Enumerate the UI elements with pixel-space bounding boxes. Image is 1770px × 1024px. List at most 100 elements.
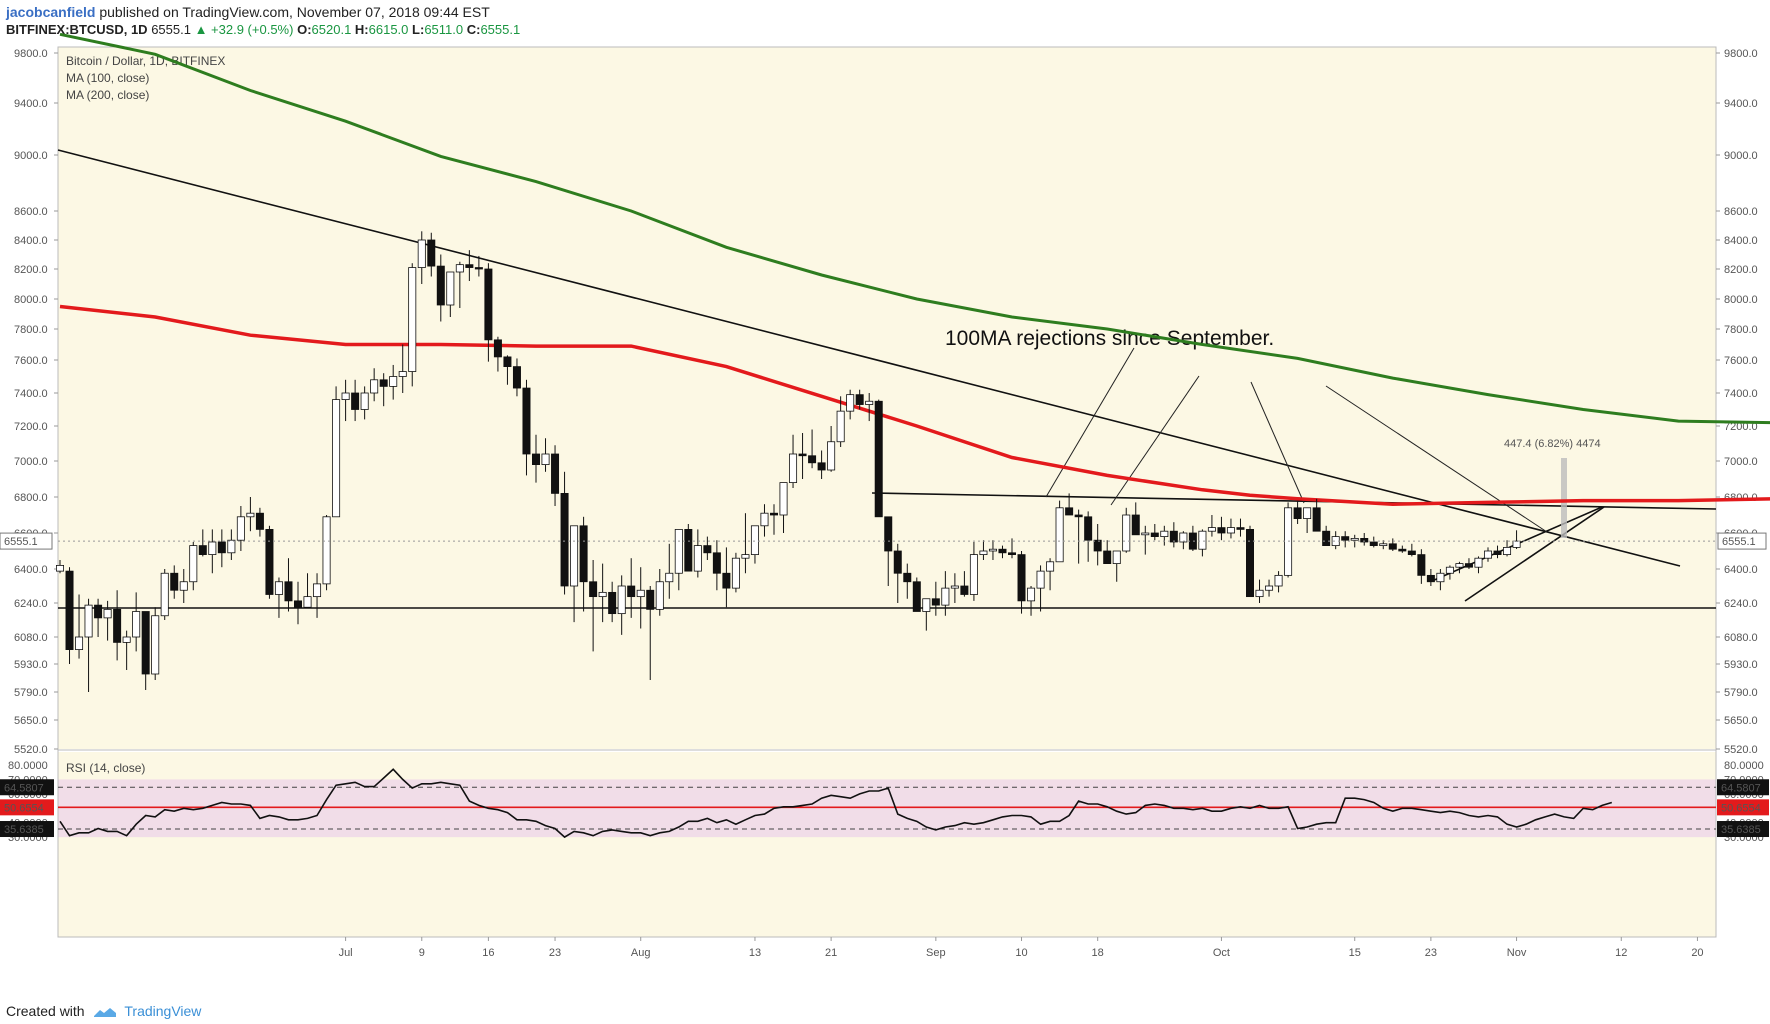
candle-body: [1074, 514, 1083, 518]
candle-body: [646, 589, 655, 610]
y-tick-label-right: 5790.0: [1724, 687, 1758, 699]
y-tick-label-left: 8600.0: [14, 206, 48, 218]
rsi-hline-tag-label: 35.6385: [1721, 824, 1761, 836]
candle-body: [1046, 561, 1055, 572]
rsi-hline-tag-left: [0, 779, 54, 796]
open-value: 6520.1: [311, 22, 352, 37]
candle-body: [255, 512, 264, 530]
candle-body: [1484, 550, 1493, 559]
price-change: ▲ +32.9 (+0.5%): [194, 22, 294, 37]
y-tick-label-left: 6080.0: [14, 632, 48, 644]
candle-body: [303, 596, 312, 608]
candle-body: [750, 525, 759, 555]
y-tick-label-right: 6080.0: [1724, 632, 1758, 644]
candle-body: [94, 604, 103, 619]
candle-body: [827, 441, 836, 471]
candle-body: [950, 585, 959, 589]
close-label: C:: [466, 22, 481, 37]
price-chart[interactable]: 9800.0 9800.0 9400.0 9400.0 9000.0 9000.0 8600…: [0, 0, 1770, 1000]
rsi-tick-label-left: 80.0000: [8, 760, 48, 772]
y-tick-label-left: 6400.0: [14, 564, 48, 576]
y-tick-label-left: 6800.0: [14, 492, 48, 504]
candle-body: [189, 545, 198, 583]
candle-body: [1341, 536, 1350, 541]
candle-body: [1055, 507, 1064, 563]
candle-body: [665, 572, 674, 583]
x-tick-label: 23: [1425, 947, 1437, 959]
last-price: 6555.1: [151, 22, 191, 37]
rsi-hline-tag-label-left: 50.6554: [4, 802, 44, 814]
price-pane-bg: [58, 47, 1716, 749]
candle-body: [313, 583, 322, 598]
candle-body: [722, 572, 731, 589]
candle-body: [503, 356, 512, 367]
ohlc-line: BITFINEX:BTCUSD, 1D 6555.1 ▲ +32.9 (+0.5…: [6, 22, 520, 38]
annotation-arrow: [1110, 375, 1200, 506]
candle-body: [522, 387, 531, 455]
rsi-hline-tag-left: [0, 799, 54, 816]
last-price-tag-label-left: 6555.1: [4, 536, 38, 548]
y-tick-label-right: 8400.0: [1724, 235, 1758, 247]
candle-body: [512, 366, 521, 389]
y-tick-label-right: 7400.0: [1724, 388, 1758, 400]
candle-body: [370, 379, 379, 394]
candle-body: [1322, 530, 1331, 547]
candle-body: [398, 371, 407, 377]
candle-body: [274, 581, 283, 595]
candle-body: [570, 525, 579, 587]
y-tick-label-left: 5790.0: [14, 687, 48, 699]
candle-body: [1131, 514, 1140, 536]
candle-body: [903, 572, 912, 583]
author-link[interactable]: jacobcanfield: [6, 4, 96, 20]
candle-body: [1274, 574, 1283, 587]
x-tick-label: 10: [1015, 947, 1027, 959]
close-value: 6555.1: [480, 22, 521, 37]
candle-body: [1027, 587, 1036, 602]
y-tick-label-right: 7800.0: [1724, 324, 1758, 336]
candle-body: [1503, 547, 1512, 556]
y-tick-label-left: 9000.0: [14, 150, 48, 162]
x-tick-label: 12: [1615, 947, 1627, 959]
candle-body: [1008, 552, 1017, 555]
x-tick-label: Aug: [631, 947, 651, 959]
descending-trendline: [57, 149, 1681, 567]
footer: Created with TradingView: [6, 1003, 201, 1019]
candle-body: [1312, 507, 1321, 532]
candle-body: [731, 557, 740, 589]
tradingview-link[interactable]: TradingView: [124, 1003, 202, 1019]
candle-body: [446, 271, 455, 306]
chart-title: Bitcoin / Dollar, 1D, BITFINEX: [66, 54, 225, 68]
candle-body: [1207, 527, 1216, 532]
candle-body: [1226, 527, 1235, 534]
rising-wedge-upper: [1464, 506, 1605, 602]
candle-body: [179, 581, 188, 591]
candle-body: [893, 550, 902, 574]
candle-body: [1455, 563, 1464, 568]
candle-body: [1398, 548, 1407, 552]
candle-body: [332, 399, 341, 518]
candle-body: [1084, 516, 1093, 541]
y-tick-label-left: 5520.0: [14, 744, 48, 756]
y-tick-label-right: 9000.0: [1724, 150, 1758, 162]
candle-body: [113, 608, 122, 643]
candle-body: [836, 410, 845, 443]
y-tick-label-right: 7200.0: [1724, 421, 1758, 433]
ma100-line: [59, 304, 1770, 506]
y-tick-label-left: 7000.0: [14, 456, 48, 468]
candle-body: [532, 453, 541, 466]
y-tick-label-right: 7000.0: [1724, 456, 1758, 468]
candle-body: [265, 529, 274, 595]
candle-body: [798, 453, 807, 457]
candle-body: [351, 392, 360, 410]
rsi-tick-label-right: 80.0000: [1724, 760, 1764, 772]
candle-body: [979, 550, 988, 555]
last-price-tag-label: 6555.1: [1722, 536, 1756, 548]
x-tick-label: 13: [749, 947, 761, 959]
legend-ma200: MA (200, close): [66, 88, 149, 102]
high-label: H:: [354, 22, 369, 37]
rsi-hline-tag: [1717, 779, 1769, 796]
rsi-hline-tag-label: 50.6554: [1721, 802, 1761, 814]
candle-body: [1255, 589, 1264, 598]
low-label: L:: [412, 22, 425, 37]
candle-body: [1417, 554, 1426, 576]
